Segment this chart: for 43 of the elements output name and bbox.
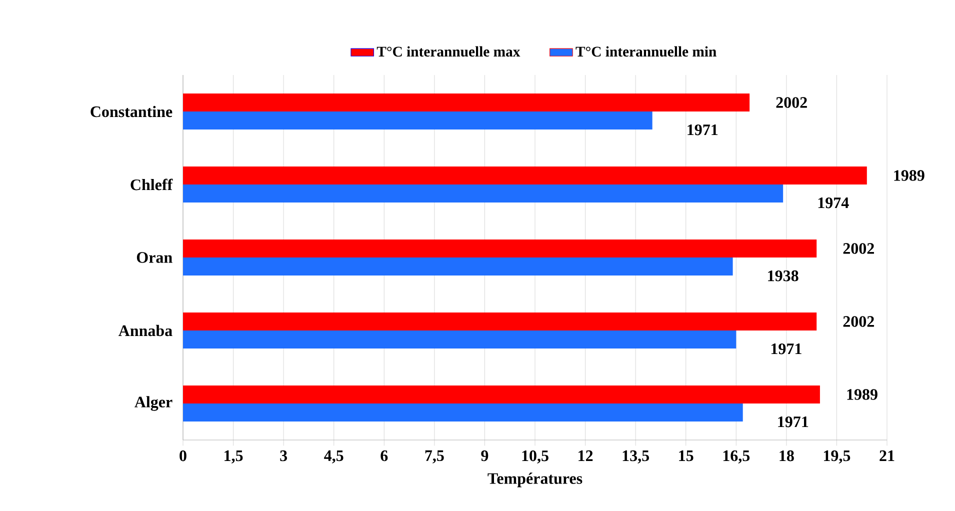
bar [183,240,817,258]
annotation: 1974 [818,197,849,208]
x-tick-label: 9 [481,450,488,462]
annotation: 1971 [778,416,808,428]
y-tick-label: Oran [136,252,172,263]
annotation: 2002 [843,243,874,254]
x-tick-label: 21 [880,450,894,461]
bar [183,258,733,276]
y-tick-label: Constantine [90,106,172,118]
y-tick-label: Alger [134,396,172,411]
y-tick-label: Chleff [130,178,173,190]
legend-label: T°C interannuelle min [576,46,716,57]
bar [183,184,784,203]
x-tick-label: 19,5 [824,450,850,464]
annotation: 1971 [688,124,718,136]
annotation: 2002 [843,316,874,327]
x-tick-label: 15 [679,450,694,462]
x-tick-label: 1,5 [224,450,243,464]
bar [183,404,743,422]
x-tick-label: 10,5 [522,450,548,464]
annotation: 1971 [771,343,802,354]
annotation: 1989 [894,170,924,181]
bar [183,94,750,112]
x-tick-label: 12 [578,450,593,461]
x-tick-label: 6 [380,450,388,462]
x-tick-label: 0 [180,450,186,462]
legend-label: T°C interannuelle max [376,46,520,57]
x-tick-label: 18 [780,450,794,462]
bar [183,312,817,331]
bar [183,166,867,185]
x-tick-label: 7,5 [425,450,444,464]
bar [183,386,820,404]
annotation: 1938 [768,270,798,282]
x-tick-label: 4,5 [324,450,344,464]
x-tick-label: 13,5 [622,450,649,464]
annotation: 2002 [776,97,807,108]
bar [183,330,736,349]
y-tick-label: Annaba [118,324,172,336]
bar [183,112,652,130]
x-axis-title: Températures [488,472,582,488]
x-tick-label: 16,5 [723,450,750,464]
x-tick-label: 3 [280,450,288,462]
annotation: 1989 [847,389,878,400]
